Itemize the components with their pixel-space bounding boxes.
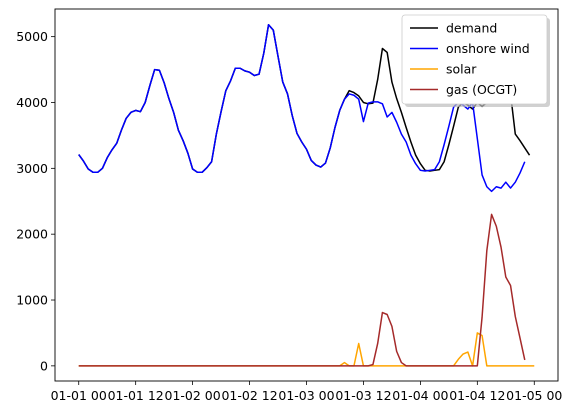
x-tick-label: 01-01 12 bbox=[108, 388, 164, 403]
y-tick-label: 1000 bbox=[16, 293, 48, 308]
x-tick-label: 01-05 00 bbox=[506, 388, 562, 403]
x-tick-label: 01-03 00 bbox=[278, 388, 334, 403]
legend-label: gas (OCGT) bbox=[446, 82, 517, 97]
x-tick-label: 01-03 12 bbox=[335, 388, 391, 403]
y-tick-label: 0 bbox=[40, 358, 48, 373]
legend-label: solar bbox=[446, 62, 477, 77]
legend-label: demand bbox=[446, 21, 497, 36]
plot-lines bbox=[78, 24, 535, 367]
x-tick-label: 01-02 12 bbox=[221, 388, 277, 403]
y-tick-label: 5000 bbox=[16, 29, 48, 44]
y-tick-label: 4000 bbox=[16, 95, 48, 110]
y-tick-label: 3000 bbox=[16, 161, 48, 176]
series-line-gas-ocgt bbox=[78, 213, 526, 367]
x-tick-label: 01-04 12 bbox=[449, 388, 505, 403]
y-axis: 0 1000 2000 3000 4000 5000 bbox=[16, 29, 55, 373]
series-line-onshore-wind bbox=[78, 24, 526, 193]
legend: demand onshore wind solar gas (OCGT) bbox=[401, 14, 550, 107]
y-tick-label: 2000 bbox=[16, 227, 48, 242]
legend-label: onshore wind bbox=[446, 41, 530, 56]
x-axis: 01-01 00 01-01 12 01-02 00 01-02 12 01-03 00… bbox=[51, 381, 562, 403]
x-tick-label: 01-01 00 bbox=[51, 388, 107, 403]
x-tick-label: 01-04 00 bbox=[392, 388, 448, 403]
legend-box bbox=[401, 14, 548, 105]
x-tick-label: 01-02 00 bbox=[165, 388, 221, 403]
